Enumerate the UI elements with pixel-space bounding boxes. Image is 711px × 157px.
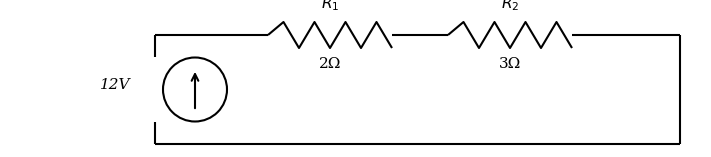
Text: 3Ω: 3Ω [499,57,521,71]
Text: $R_1$: $R_1$ [321,0,339,13]
Text: $R_2$: $R_2$ [501,0,519,13]
Text: 12V: 12V [100,78,130,92]
Text: 2Ω: 2Ω [319,57,341,71]
